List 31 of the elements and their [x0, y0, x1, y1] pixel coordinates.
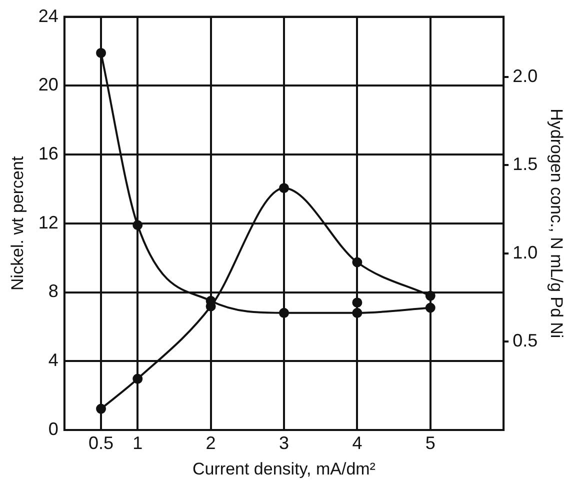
- y-tick-label: 20: [38, 74, 58, 95]
- y2-tick-label: 2.0: [512, 66, 538, 86]
- x-tick-label: 2: [206, 432, 216, 453]
- point: [279, 308, 289, 318]
- y-tick-label: 4: [48, 350, 58, 370]
- point: [96, 48, 106, 58]
- point: [352, 257, 362, 268]
- x-tick-label: 3: [278, 432, 290, 453]
- point: [425, 290, 436, 301]
- y2-axis-title: Hydrogen conc., N mL/g Pd Ni: [547, 108, 566, 338]
- y-tick-label: 12: [38, 212, 58, 232]
- point: [96, 404, 106, 414]
- point: [132, 220, 143, 230]
- point: [132, 374, 143, 384]
- y-axis-title: Nickel. wt percent: [8, 156, 27, 290]
- x-tick-label: 1: [132, 432, 143, 453]
- y-tick-label: 24: [38, 6, 58, 26]
- x-tick-label: 5: [425, 432, 436, 453]
- y-tick-label: 8: [48, 281, 58, 302]
- point: [279, 183, 289, 194]
- point: [352, 308, 362, 318]
- x-tick-label: 0.5: [88, 432, 114, 453]
- point: [425, 302, 436, 313]
- y-tick-label: 16: [38, 144, 58, 164]
- point: [352, 298, 362, 308]
- x-axis-title: Current density, mA/dm²: [192, 459, 376, 478]
- y2-tick-label: 1.5: [512, 154, 538, 174]
- y2-tick-label: 0.5: [512, 330, 538, 351]
- y-tick-label: 0: [48, 418, 58, 439]
- x-tick-label: 4: [352, 432, 362, 453]
- y2-tick-label: 1.0: [512, 242, 538, 262]
